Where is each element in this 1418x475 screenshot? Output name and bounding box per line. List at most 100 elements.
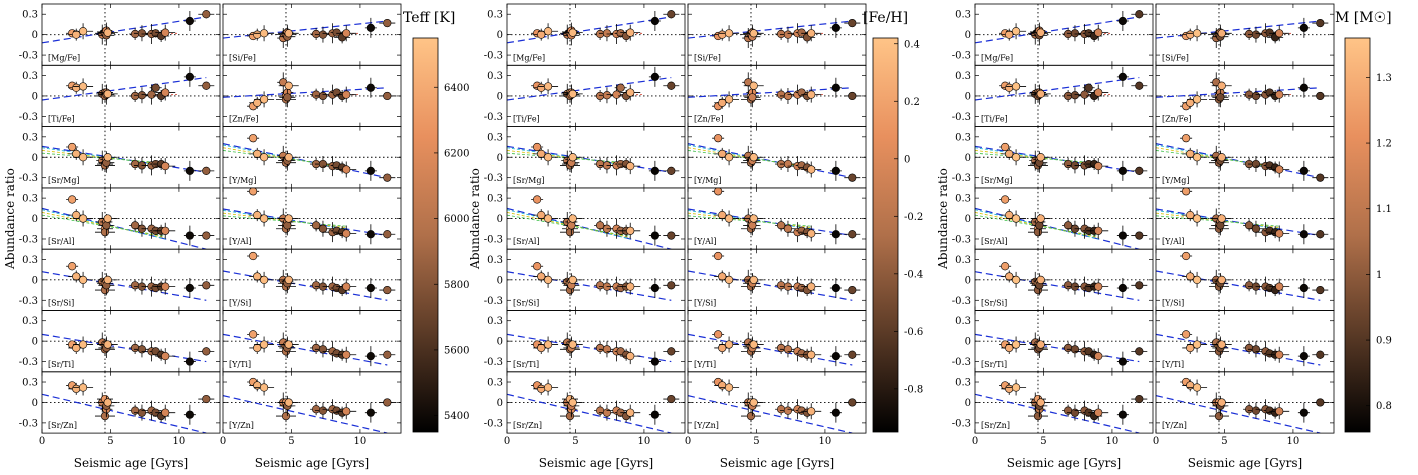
trend-line (42, 271, 207, 301)
data-point (650, 72, 659, 81)
data-point (650, 357, 659, 366)
colorbar-tick-label: 6000 (444, 214, 469, 225)
data-point (185, 166, 194, 175)
data-point (249, 251, 258, 261)
data-point (1217, 81, 1226, 90)
panel-content (42, 371, 220, 434)
data-point (72, 211, 81, 220)
colorbar-tick-label: -0.4 (904, 269, 923, 280)
panel: [Y/Al] (222, 187, 402, 250)
panel-content (42, 310, 220, 372)
data-point (312, 29, 321, 39)
data-point (1064, 343, 1073, 353)
data-point (202, 166, 211, 175)
data-point (543, 340, 553, 349)
colorbar-tick-label: 6400 (444, 83, 469, 94)
data-point (1275, 229, 1284, 238)
panel: 0.3 0 -0.3 [Sr/Si] (484, 248, 686, 311)
data-point (1265, 28, 1274, 37)
data-point (1118, 16, 1127, 26)
data-point (1182, 330, 1191, 339)
panel-content (223, 126, 401, 188)
data-point (1275, 407, 1284, 416)
data-point (565, 411, 575, 421)
data-point (1064, 91, 1073, 101)
data-point (596, 29, 605, 39)
panel-label: [Y/Al] (229, 237, 252, 246)
data-point (161, 28, 170, 37)
y-tick-label: 0.3 (487, 255, 503, 266)
x-tick-label: 10 (638, 436, 651, 447)
data-point (284, 214, 293, 223)
data-point (537, 343, 546, 353)
data-point (100, 411, 110, 421)
data-point (777, 90, 786, 99)
data-point (284, 398, 293, 407)
trend-line (975, 271, 1140, 301)
data-point (103, 153, 112, 162)
data-point (537, 30, 546, 39)
data-point (1036, 153, 1045, 162)
data-point (783, 406, 793, 415)
data-point (72, 384, 81, 393)
x-tick-label: 10 (173, 436, 186, 447)
panel: [Y/Mg] (1155, 126, 1335, 189)
data-point (161, 162, 170, 171)
data-point (807, 350, 816, 359)
data-point (749, 214, 758, 223)
y-tick-label: -0.3 (484, 357, 503, 368)
panel-content (975, 65, 1153, 127)
trend-line (223, 87, 388, 98)
panel: 0 5 10 [Y/Zn] (685, 371, 867, 447)
trend-line (1156, 333, 1321, 366)
panel-label: [Sr/Ti] (981, 360, 1007, 369)
data-point (253, 149, 262, 158)
data-point (185, 357, 194, 366)
data-point (1094, 28, 1103, 37)
trend-line (975, 393, 1140, 434)
data-point (103, 340, 112, 349)
colorbar: Teff [K] 5400 5600 5800 6000 6200 6400 (403, 10, 469, 433)
data-point (1192, 340, 1202, 349)
data-point (777, 405, 786, 414)
data-point (626, 352, 635, 361)
data-point (68, 262, 77, 271)
data-point (1192, 275, 1202, 284)
data-point (366, 83, 375, 92)
panel: 0.3 0 -0.3 [Sr/Ti] (484, 310, 686, 373)
panel: [Y/Ti] (222, 310, 402, 373)
data-point (626, 226, 635, 235)
data-point (185, 16, 194, 26)
panel: [Y/Ti] (687, 310, 867, 373)
panel-label: [Y/Mg] (694, 176, 722, 185)
y-tick-label: 0.3 (487, 71, 503, 82)
data-point (848, 230, 857, 239)
panel-label: [Si/Fe] (229, 53, 256, 62)
y-tick-label: 0.3 (955, 194, 971, 205)
data-point (650, 283, 659, 293)
panel-content (688, 371, 866, 434)
data-point (151, 83, 160, 92)
data-point (1135, 10, 1144, 19)
data-point (1005, 384, 1014, 393)
data-point (543, 275, 553, 284)
data-point (1192, 29, 1202, 38)
panel-label: [Sr/Ti] (513, 360, 539, 369)
panel: 0.3 0 -0.3 [Sr/Ti] (952, 310, 1154, 373)
panel-label: [Y/Al] (694, 237, 717, 246)
trend-line (42, 333, 207, 363)
data-point (1118, 357, 1127, 366)
data-point (259, 29, 269, 38)
panel-label: [Y/Si] (229, 299, 251, 308)
data-point (596, 221, 605, 230)
data-point (1316, 285, 1325, 295)
data-point (724, 214, 734, 223)
y-tick-label: 0 (32, 398, 38, 409)
data-point (1135, 81, 1144, 90)
y-tick-label: 0.3 (955, 378, 971, 389)
panel-label: [Mg/Fe] (48, 53, 80, 62)
data-point (568, 89, 577, 99)
x-tick-label: 10 (819, 436, 832, 447)
data-point (596, 159, 605, 169)
data-point (777, 29, 786, 39)
